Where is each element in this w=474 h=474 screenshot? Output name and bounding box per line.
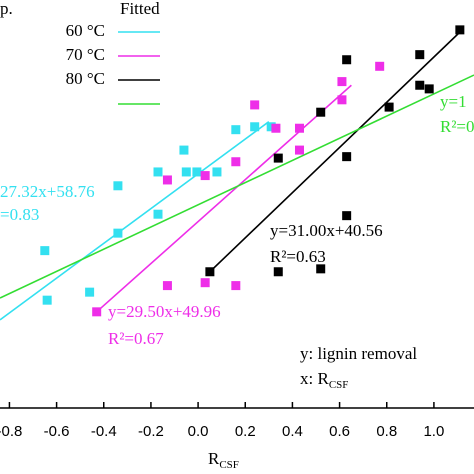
legend-label: 70 °C — [66, 45, 105, 64]
point — [424, 84, 434, 94]
fitted-line — [96, 84, 352, 313]
point — [85, 287, 95, 297]
point — [455, 25, 465, 35]
x-tick-label: 0.6 — [329, 423, 350, 440]
point — [153, 167, 163, 177]
x-tick-label: 0.4 — [282, 423, 303, 440]
annotation: R²=0.67 — [108, 329, 164, 348]
point — [337, 95, 347, 105]
point — [273, 267, 283, 277]
fitted-line — [209, 29, 463, 273]
x-tick-label: 1.0 — [423, 423, 444, 440]
annotation: y=31.00x+40.56 — [270, 221, 383, 240]
point — [92, 307, 102, 317]
point — [179, 145, 189, 155]
x-tick-label: -0.2 — [138, 423, 164, 440]
legend-header: p. — [0, 0, 13, 18]
point — [162, 281, 172, 291]
point — [250, 122, 260, 132]
point — [192, 167, 202, 177]
point — [294, 123, 304, 133]
point — [231, 157, 241, 167]
annotation: =0.83 — [0, 205, 39, 224]
point — [113, 228, 123, 238]
point — [342, 211, 352, 221]
point — [273, 153, 283, 163]
point — [231, 125, 241, 135]
x-tick-label: -0.4 — [91, 423, 117, 440]
point — [231, 281, 241, 291]
x-tick-label: 0.8 — [376, 423, 397, 440]
x-axis-label: RCSF — [208, 449, 239, 471]
point — [375, 61, 385, 71]
point — [384, 102, 394, 112]
point — [250, 100, 260, 110]
legend-label: 80 °C — [66, 69, 105, 88]
point — [153, 209, 163, 219]
point — [162, 175, 172, 185]
fitted-line — [0, 74, 474, 299]
legend-label: 60 °C — [66, 21, 105, 40]
point — [294, 145, 304, 155]
point — [337, 77, 347, 87]
annotation: y=1 — [440, 92, 467, 111]
point — [271, 123, 281, 133]
annotation: 27.32x+58.76 — [0, 182, 95, 201]
point — [40, 246, 50, 256]
point — [181, 167, 191, 177]
point — [316, 107, 326, 117]
point — [342, 55, 352, 65]
annotation: R²=0.63 — [270, 247, 326, 266]
annotation: R²=0. — [440, 117, 474, 136]
point — [415, 80, 425, 90]
point — [200, 171, 210, 181]
point — [212, 167, 222, 177]
point — [342, 152, 352, 162]
fitted-line — [0, 121, 270, 321]
point — [113, 181, 123, 191]
point — [415, 50, 425, 60]
point — [266, 122, 276, 132]
point — [205, 267, 215, 277]
annotation: x: RCSF — [300, 369, 348, 391]
point — [200, 278, 210, 288]
x-tick-label: 0.0 — [188, 423, 209, 440]
legend-header: Fitted — [120, 0, 160, 18]
annotation: y: lignin removal — [300, 344, 417, 363]
x-tick-label: -0.6 — [44, 423, 70, 440]
point — [316, 264, 326, 274]
annotation: y=29.50x+49.96 — [108, 302, 221, 321]
point — [42, 295, 52, 305]
x-tick-label: -0.8 — [0, 423, 22, 440]
x-tick-label: 0.2 — [235, 423, 256, 440]
